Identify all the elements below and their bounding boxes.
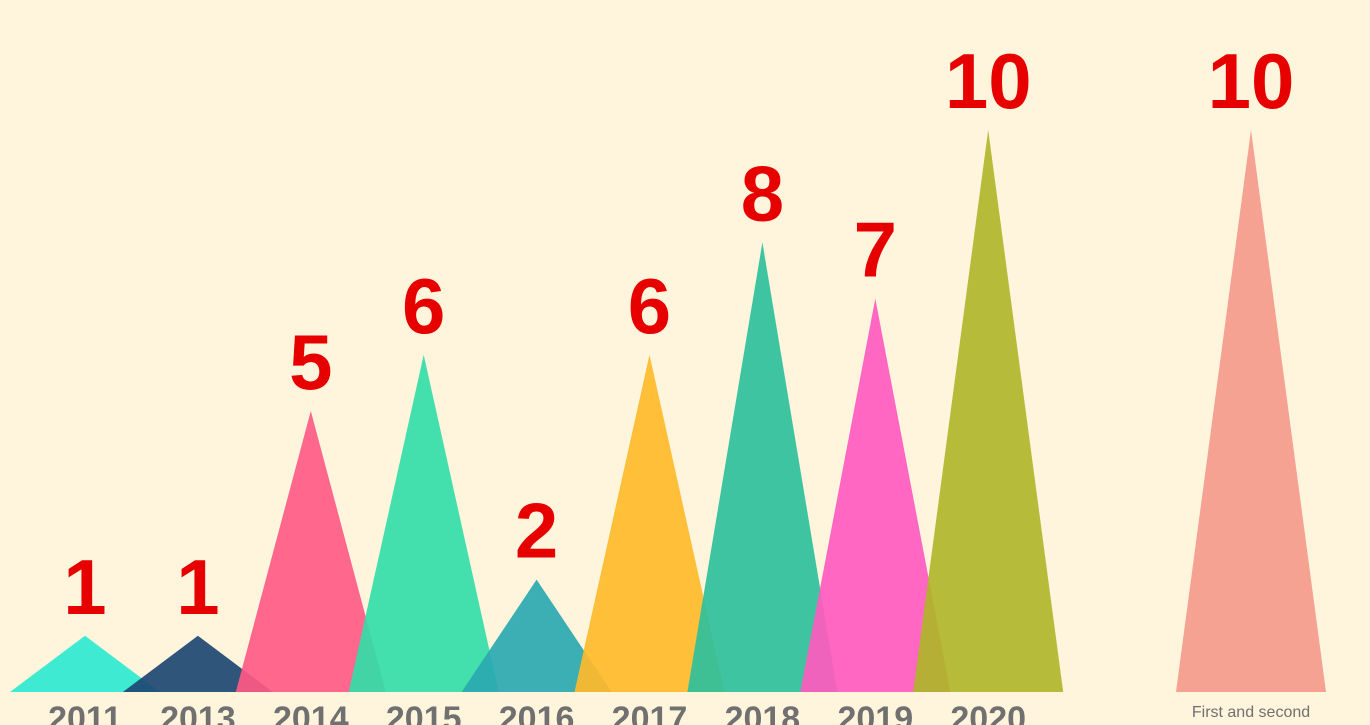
triangle-bar [687,242,838,692]
triangle-bar [461,579,612,692]
value-label: 10 [1208,37,1295,125]
category-label: 2020 [950,700,1026,725]
category-label: 2013 [160,700,236,725]
triangle-bar [235,411,386,692]
category-label: 2016 [499,700,575,725]
triangle-bar [1176,130,1326,692]
value-label: 10 [945,37,1032,125]
value-label: 2 [515,487,558,575]
category-label: 2019 [837,700,913,725]
triangle-bar [10,635,160,692]
value-label: 1 [63,543,106,631]
value-label: 8 [741,149,784,237]
triangle-bar [574,354,725,692]
triangle-bar [348,354,499,692]
category-label: 2014 [273,700,349,725]
triangle-bar [913,130,1064,692]
category-label: 2011 [48,700,122,725]
value-label: 1 [176,543,219,631]
value-label: 6 [628,262,671,350]
category-label: First and second [1192,704,1310,721]
category-label: 2018 [725,700,801,725]
category-label: 2015 [386,700,462,725]
value-label: 6 [402,262,445,350]
value-label: 5 [289,318,332,406]
triangle-bar [800,298,951,692]
value-label: 7 [854,206,897,294]
category-label: 2017 [612,700,688,725]
triangle-bar [122,635,273,692]
